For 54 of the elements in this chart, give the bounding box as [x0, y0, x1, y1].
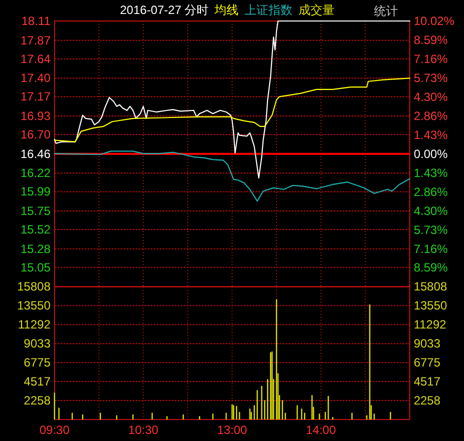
y2-tick-label: 10.02% [414, 14, 455, 28]
x-tick-label: 14:00 [306, 423, 336, 437]
y2-tick-label: 4.30% [414, 204, 448, 218]
y2-tick-label: 4.30% [414, 90, 448, 104]
y-tick-label: 16.22 [20, 166, 51, 180]
y-tick-label: 17.40 [20, 71, 51, 86]
y-tick-label: 16.93 [20, 109, 51, 124]
y-tick-label: 15808 [17, 280, 51, 294]
y-tick-label: 18.11 [21, 14, 51, 28]
y-tick-label: 15.05 [20, 260, 51, 274]
y2-tick-label: 13550 [414, 298, 448, 313]
y2-tick-label: 6775 [414, 356, 441, 370]
y-tick-label: 6775 [24, 356, 51, 370]
y2-tick-label: 2.86% [414, 184, 448, 199]
x-tick-label: 09:30 [39, 423, 70, 437]
y-tick-label: 4517 [24, 374, 51, 389]
y2-tick-label: 8.59% [414, 260, 448, 275]
text: 上证指数 [244, 3, 293, 17]
y-tick-label: 16.70 [20, 128, 51, 142]
line-series [54, 150, 410, 202]
y-tick-label: 16.46 [20, 146, 51, 161]
y-tick-label: 17.64 [20, 52, 51, 66]
y2-tick-label: 7.16% [414, 242, 448, 256]
y2-tick-label: 2258 [414, 394, 441, 408]
y-tick-label: 17.17 [20, 90, 51, 104]
y2-tick-label: 0.00% [414, 146, 448, 161]
y-tick-label: 15.75 [20, 204, 51, 218]
y2-tick-label: 1.43% [414, 166, 448, 180]
y-tick-label: 15.28 [20, 242, 51, 256]
y-tick-label: 2258 [24, 394, 51, 408]
text: 统计 [374, 4, 398, 18]
y2-tick-label: 1.43% [414, 128, 448, 142]
y2-tick-label: 5.73% [414, 222, 448, 237]
y2-tick-label: 9033 [414, 336, 441, 351]
line-series [54, 20, 410, 179]
line-series [54, 78, 410, 142]
x-tick-label: 13:00 [217, 423, 248, 437]
y2-tick-label: 11292 [414, 318, 447, 332]
y2-tick-label: 8.59% [414, 32, 448, 47]
y2-tick-label: 2.86% [414, 108, 448, 123]
x-tick-label: 10:30 [128, 423, 159, 437]
y2-tick-label: 15808 [414, 280, 448, 294]
y-tick-label: 15.52 [20, 222, 51, 237]
y2-tick-label: 7.16% [414, 52, 448, 66]
y-tick-label: 11292 [18, 318, 51, 332]
y2-tick-label: 5.73% [414, 70, 448, 85]
text: 成交量 [298, 3, 335, 17]
text: 均线 [214, 3, 239, 17]
y-tick-label: 15.99 [20, 184, 51, 199]
y2-tick-label: 4517 [414, 374, 441, 389]
y-tick-label: 17.87 [20, 33, 51, 48]
chart-title: 2016-07-27 分时 [120, 3, 209, 17]
y-tick-label: 9033 [24, 336, 51, 351]
y-tick-label: 13550 [17, 298, 51, 313]
